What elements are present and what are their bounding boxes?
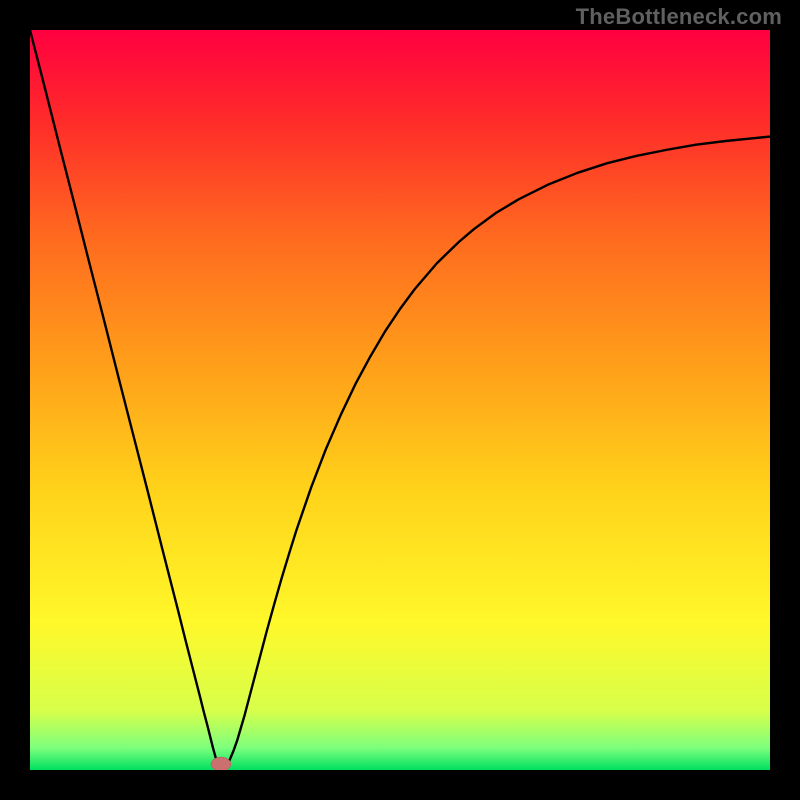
watermark-text: TheBottleneck.com: [576, 4, 782, 30]
minimum-marker: [211, 757, 231, 770]
chart-container: TheBottleneck.com: [0, 0, 800, 800]
bottleneck-curve: [30, 30, 770, 770]
plot-area: [30, 30, 770, 770]
curve-svg: [30, 30, 770, 770]
